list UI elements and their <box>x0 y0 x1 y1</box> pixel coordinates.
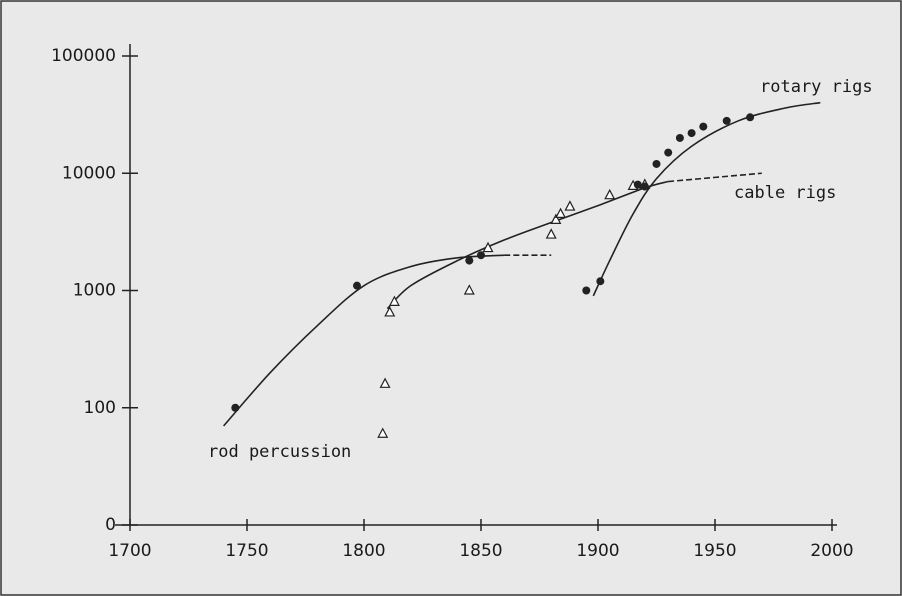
point <box>550 213 562 225</box>
x-tick-label: 1750 <box>225 541 268 561</box>
point <box>640 182 649 191</box>
x-tick-label: 1700 <box>108 541 151 561</box>
y-tick-label: 10000 <box>62 163 116 183</box>
point <box>545 228 557 239</box>
point <box>675 133 684 142</box>
point <box>388 295 400 306</box>
point <box>582 286 591 295</box>
x-tick-label: 2000 <box>810 541 853 561</box>
trend-extension <box>668 172 762 183</box>
point <box>463 284 475 295</box>
point <box>379 377 391 388</box>
point <box>564 200 576 211</box>
y-tick-label: 100000 <box>51 46 116 66</box>
y-tick-label: 1000 <box>73 281 116 301</box>
point <box>555 207 567 219</box>
point <box>652 159 661 168</box>
y-tick-label: 0 <box>105 515 116 535</box>
point <box>384 306 396 317</box>
x-tick-label: 1800 <box>342 541 385 561</box>
point <box>604 188 616 200</box>
point <box>596 277 605 286</box>
x-tick-label: 1850 <box>459 541 502 561</box>
series-label: rod percussion <box>208 442 351 462</box>
trend-line <box>222 254 505 427</box>
point <box>722 116 731 125</box>
y-tick-label: 100 <box>84 398 116 418</box>
point <box>699 122 708 131</box>
series-label: rotary rigs <box>760 77 873 97</box>
point <box>746 113 755 122</box>
trend-line <box>592 101 821 297</box>
point <box>687 129 696 138</box>
point <box>377 427 389 438</box>
point <box>231 403 240 412</box>
x-tick-label: 1950 <box>693 541 736 561</box>
x-tick-label: 1900 <box>576 541 619 561</box>
point <box>633 180 642 189</box>
point <box>664 148 673 157</box>
point <box>352 281 361 290</box>
trend-line <box>386 180 669 310</box>
point <box>482 241 494 253</box>
series-label: cable rigs <box>734 183 836 203</box>
point <box>477 251 485 260</box>
point <box>465 256 474 265</box>
